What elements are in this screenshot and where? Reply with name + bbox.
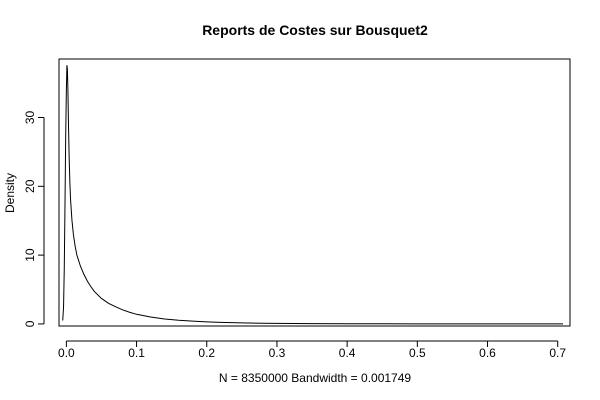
x-tick-label: 0.0 xyxy=(58,346,75,360)
x-axis-label: N = 8350000 Bandwidth = 0.001749 xyxy=(219,371,411,385)
x-tick-label: 0.5 xyxy=(409,346,426,360)
y-tick-label: 20 xyxy=(23,179,37,193)
x-tick-label: 0.6 xyxy=(479,346,496,360)
y-tick-label: 0 xyxy=(23,320,37,327)
y-tick-label: 30 xyxy=(23,110,37,124)
y-axis: 0 10 20 30 xyxy=(23,110,44,327)
x-tick-label: 0.2 xyxy=(198,346,215,360)
x-tick-label: 0.4 xyxy=(339,346,356,360)
density-curve xyxy=(63,65,563,324)
plot-frame xyxy=(59,59,570,326)
y-tick-label: 10 xyxy=(23,248,37,262)
x-tick-label: 0.1 xyxy=(128,346,145,360)
chart-title: Reports de Costes sur Bousquet2 xyxy=(202,22,428,38)
x-tick-label: 0.3 xyxy=(269,346,286,360)
x-axis: 0.0 0.1 0.2 0.3 0.4 0.5 0.6 0.7 xyxy=(58,341,566,360)
y-axis-label: Density xyxy=(3,173,17,213)
x-tick-label: 0.7 xyxy=(549,346,566,360)
